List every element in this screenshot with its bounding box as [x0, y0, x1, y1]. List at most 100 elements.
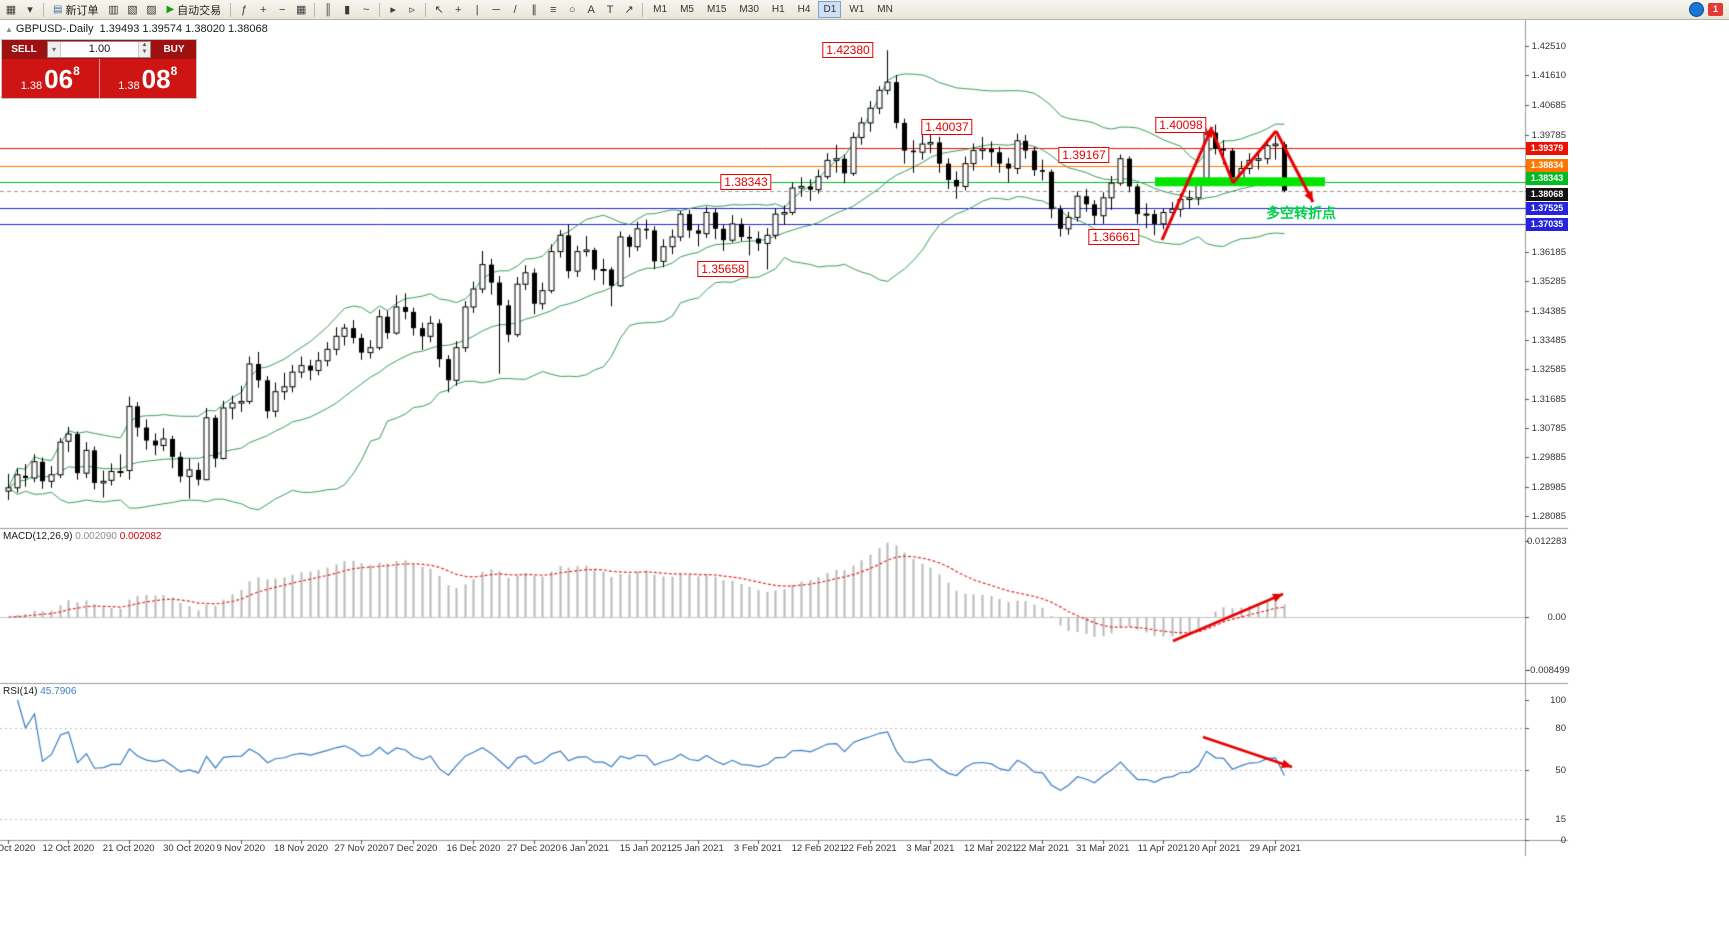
macd-axis-label: -0.008499: [1527, 664, 1570, 676]
market-watch-icon[interactable]: ▥: [108, 4, 119, 16]
price-axis-label: 1.29885: [1531, 452, 1566, 464]
new-chart-icon[interactable]: ▦: [5, 4, 17, 16]
price-annotation: 1.39167: [1058, 146, 1110, 163]
sell-price-pip: 8: [73, 64, 80, 78]
date-axis-label: 30 Oct 2020: [163, 843, 215, 854]
macd-axis-label: 0.00: [1547, 612, 1567, 623]
macd-name: MACD(12,26,9): [3, 531, 73, 542]
date-axis-label: 7 Dec 2020: [388, 843, 438, 854]
volume-dropdown-chevron-icon[interactable]: ▾: [48, 42, 61, 57]
price-axis-label: 1.28985: [1531, 481, 1566, 493]
arrow-objects-icon[interactable]: ↗: [624, 4, 634, 16]
macd-signal-value: 0.002082: [119, 531, 162, 542]
sell-button[interactable]: SELL: [11, 44, 37, 55]
sell-price-prefix: 1.38: [20, 80, 43, 92]
auto-scroll-icon[interactable]: ▸: [390, 4, 396, 16]
cursor-icon[interactable]: ↖: [434, 4, 444, 16]
candlestick-chart-icon[interactable]: ▮: [344, 4, 351, 16]
symbol-ohlc-values: 1.39493 1.39574 1.38020 1.38068: [99, 23, 268, 35]
data-window-icon[interactable]: ▧: [127, 4, 138, 16]
date-axis-label: 27 Nov 2020: [334, 843, 389, 854]
price-axis-label: 1.41610: [1531, 70, 1566, 82]
one-click-panel-toggle-icon[interactable]: ▲: [5, 25, 13, 34]
rsi-axis-label: 50: [1555, 765, 1566, 776]
toolbar-separator: [230, 2, 232, 17]
buy-price-pip: 8: [170, 64, 178, 78]
timeframe-h4[interactable]: H4: [797, 4, 811, 15]
alerts-badge[interactable]: 1: [1708, 3, 1723, 16]
price-annotation: 1.40037: [921, 118, 973, 135]
buy-button[interactable]: BUY: [163, 44, 185, 55]
toolbar-separator: [379, 2, 381, 17]
toolbar-separator: [43, 2, 44, 17]
fibonacci-icon[interactable]: ≡: [549, 3, 557, 16]
date-axis-label: 6 Jan 2021: [562, 843, 610, 854]
price-axis-tag: 1.38068: [1526, 188, 1568, 202]
date-axis-label: 25 Jan 2021: [671, 843, 724, 854]
buy-price-prefix: 1.38: [118, 80, 140, 92]
toolbar-items: ▦ ▾ ▤ 新订单 ▥ ▧ ▨ ▶ 自动交易 ƒ + − ▦ ║ ▮ ~ ▸ ▹ ↖ + | ─ / ∥ ≡ ○ A T ↗ M1 M5 M1…: [2, 0, 899, 19]
timeframe-m30[interactable]: M30: [739, 4, 759, 15]
crosshair-icon[interactable]: +: [454, 3, 462, 16]
indicators-icon[interactable]: ƒ: [241, 3, 248, 16]
toolbar-separator: [425, 2, 427, 17]
rsi-value: 45.7906: [40, 686, 77, 697]
date-axis-label: Oct 2020: [0, 843, 36, 854]
rsi-axis-label: 0: [1560, 835, 1566, 846]
date-axis-label: 22 Mar 2021: [1015, 843, 1070, 854]
sell-price-big: 06: [44, 63, 74, 94]
chart-profiles-icon[interactable]: ▾: [27, 4, 33, 16]
volume-spinner[interactable]: ▲ ▼: [138, 42, 150, 57]
price-annotation: 1.35658: [697, 261, 749, 278]
turning-point-note: 多空转折点: [1266, 205, 1336, 221]
horizontal-line-icon[interactable]: ─: [492, 3, 501, 16]
navigator-icon[interactable]: ▨: [146, 4, 157, 16]
volume-decrease-icon[interactable]: ▼: [141, 49, 148, 55]
timeframe-mn[interactable]: MN: [877, 4, 893, 15]
chart-shift-icon[interactable]: ▹: [409, 4, 415, 16]
volume-input[interactable]: 1.00: [88, 43, 111, 55]
date-axis-label: 22 Feb 2021: [843, 843, 897, 854]
date-axis-label: 21 Oct 2020: [102, 843, 155, 854]
date-axis-label: 12 Oct 2020: [42, 843, 95, 854]
channel-icon[interactable]: ∥: [531, 4, 537, 16]
volume-increase-icon[interactable]: ▲: [141, 42, 148, 48]
macd-label: MACD(12,26,9) 0.002090 0.002082: [3, 531, 161, 542]
bar-chart-icon[interactable]: ║: [324, 3, 333, 16]
shapes-icon[interactable]: ○: [568, 3, 576, 16]
vertical-line-icon[interactable]: |: [475, 3, 479, 16]
buy-price-big: 08: [141, 63, 171, 94]
price-axis-label: 1.30785: [1531, 423, 1566, 435]
rsi-axis-label: 100: [1550, 695, 1566, 706]
price-axis-label: 1.31685: [1531, 393, 1566, 405]
zoom-in-icon[interactable]: +: [259, 3, 267, 16]
line-chart-icon[interactable]: ~: [362, 3, 370, 16]
date-axis-label: 11 Apr 2021: [1137, 843, 1189, 854]
text-label-icon[interactable]: T: [606, 3, 614, 16]
date-axis-label: 31 Mar 2021: [1076, 843, 1130, 854]
connection-status-icon[interactable]: [1689, 2, 1704, 17]
trendline-icon[interactable]: /: [513, 3, 517, 16]
macd-main-value: 0.002090: [75, 531, 117, 542]
price-axis-label: 1.39785: [1531, 129, 1566, 141]
date-axis-label: 27 Dec 2020: [506, 843, 561, 854]
timeframe-m15[interactable]: M15: [706, 4, 727, 15]
zoom-out-icon[interactable]: −: [278, 3, 286, 16]
price-axis-tag: 1.37525: [1526, 201, 1568, 215]
timeframe-w1[interactable]: W1: [849, 4, 865, 15]
timeframe-m1[interactable]: M1: [653, 4, 668, 15]
text-icon[interactable]: A: [587, 3, 595, 16]
date-axis-label: 12 Feb 2021: [791, 843, 845, 854]
timeframe-d1[interactable]: D1: [818, 1, 842, 18]
new-order-button[interactable]: ▤ 新订单: [48, 1, 103, 18]
trade-panel-prices: 1.38 06 8 1.38 08 8: [2, 59, 196, 98]
buy-price-button[interactable]: 1.38 08 8: [98, 59, 197, 98]
sell-price-button[interactable]: 1.38 06 8: [2, 59, 99, 98]
auto-trading-button[interactable]: ▶ 自动交易: [161, 1, 226, 18]
timeframe-m5[interactable]: M5: [680, 4, 694, 15]
price-annotation: 1.42380: [822, 42, 874, 59]
date-axis-label: 3 Mar 2021: [906, 843, 955, 854]
timeframe-h1[interactable]: H1: [771, 4, 785, 15]
tile-windows-icon[interactable]: ▦: [295, 4, 307, 16]
